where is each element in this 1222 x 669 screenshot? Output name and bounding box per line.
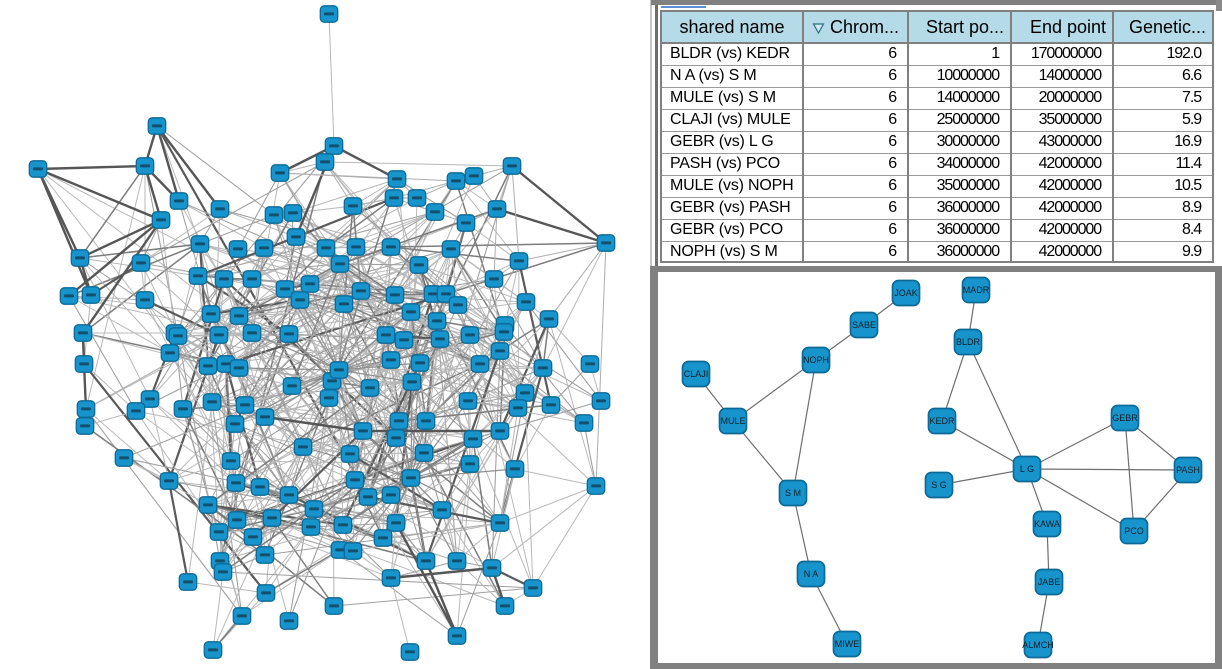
svg-text:MIWE: MIWE: [835, 639, 860, 649]
svg-text:MULE: MULE: [720, 416, 745, 426]
svg-text:S M: S M: [785, 488, 801, 498]
svg-text:JABE: JABE: [1038, 577, 1061, 587]
svg-text:KEDR: KEDR: [929, 416, 955, 426]
svg-text:GEBR: GEBR: [1112, 413, 1138, 423]
svg-text:PCO: PCO: [1124, 526, 1144, 536]
svg-text:KAWA: KAWA: [1034, 519, 1060, 529]
svg-text:CLAJI: CLAJI: [684, 369, 709, 379]
svg-text:MADR: MADR: [963, 285, 990, 295]
svg-text:NOPH: NOPH: [803, 355, 829, 365]
svg-text:PASH: PASH: [1176, 465, 1200, 475]
svg-text:ALMCH: ALMCH: [1022, 640, 1054, 650]
svg-text:JOAK: JOAK: [894, 288, 918, 298]
svg-text:N A: N A: [804, 569, 819, 579]
svg-text:S G: S G: [931, 480, 947, 490]
svg-text:BLDR: BLDR: [956, 337, 981, 347]
svg-text:L G: L G: [1020, 464, 1034, 474]
svg-text:SABE: SABE: [852, 320, 876, 330]
